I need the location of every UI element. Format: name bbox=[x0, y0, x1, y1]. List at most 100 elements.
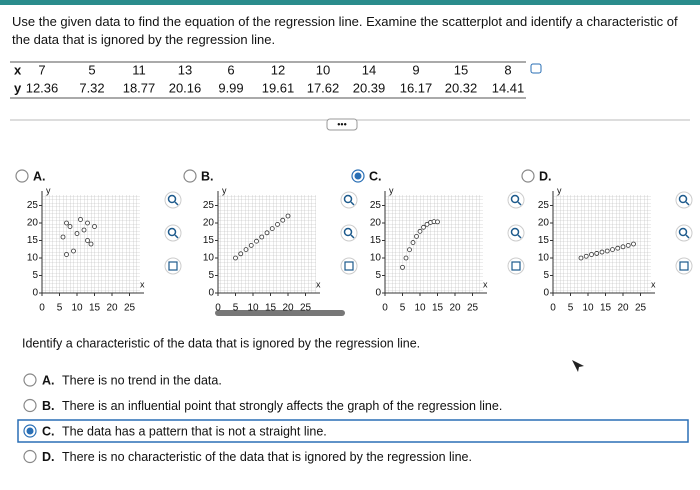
data-point bbox=[92, 224, 97, 229]
table-cell: 7.32 bbox=[79, 80, 104, 95]
y-axis-label: y bbox=[389, 185, 394, 195]
zoom-lens bbox=[678, 227, 688, 237]
scrollbar[interactable] bbox=[215, 310, 345, 316]
data-point bbox=[599, 249, 605, 255]
y-tick-label: 0 bbox=[208, 288, 214, 299]
x-axis-label: x bbox=[316, 279, 321, 289]
answer-letter[interactable]: D. bbox=[42, 450, 55, 464]
expand-dots: ••• bbox=[337, 119, 346, 129]
table-cell: 16.17 bbox=[400, 80, 433, 95]
data-point bbox=[631, 241, 636, 247]
x-tick-label: 10 bbox=[582, 303, 594, 314]
table-cell: 15 bbox=[454, 62, 468, 77]
plot-grid bbox=[385, 195, 483, 293]
answer-text[interactable]: There is no trend in the data. bbox=[62, 373, 222, 387]
zoom-handle bbox=[174, 234, 179, 239]
answer-letter[interactable]: A. bbox=[42, 373, 55, 387]
x-tick-label: 15 bbox=[600, 303, 612, 314]
radio-button[interactable] bbox=[23, 398, 37, 413]
data-point bbox=[85, 238, 90, 243]
data-point bbox=[233, 255, 238, 261]
option-letter: A. bbox=[33, 169, 46, 183]
open-icon[interactable] bbox=[507, 257, 525, 275]
data-point bbox=[67, 224, 73, 229]
radio-button[interactable] bbox=[183, 169, 197, 183]
table-cell: 17.62 bbox=[307, 80, 340, 95]
zoom-icon[interactable] bbox=[675, 191, 693, 209]
question2-text: Identify a characteristic of the data th… bbox=[22, 336, 420, 350]
expand-button[interactable] bbox=[326, 118, 358, 131]
open-icon[interactable] bbox=[164, 257, 182, 275]
x-tick-label: 20 bbox=[449, 303, 461, 314]
table-cell: 7 bbox=[38, 62, 45, 77]
option-letter: B. bbox=[201, 169, 214, 183]
copy-icon[interactable] bbox=[530, 63, 542, 74]
radio-button[interactable] bbox=[15, 169, 29, 183]
option-letter: C. bbox=[369, 169, 382, 183]
y-tick-label: 25 bbox=[370, 200, 382, 211]
data-point bbox=[64, 220, 69, 226]
table-cell: 5 bbox=[88, 62, 95, 77]
cursor bbox=[572, 360, 584, 372]
data-point bbox=[78, 217, 83, 222]
zoom-lens bbox=[510, 194, 520, 204]
data-point bbox=[243, 247, 249, 253]
x-tick-label: 25 bbox=[300, 303, 312, 314]
radio-button[interactable] bbox=[23, 373, 37, 387]
x-tick-label: 5 bbox=[568, 303, 574, 314]
zoom-icon[interactable] bbox=[340, 224, 358, 242]
x-tick-label: 5 bbox=[233, 303, 239, 314]
x-tick-label: 25 bbox=[124, 303, 136, 314]
selected-answer-box bbox=[17, 419, 689, 443]
data-point bbox=[280, 217, 286, 223]
data-point bbox=[81, 227, 87, 233]
open-icon[interactable] bbox=[340, 257, 358, 275]
x-tick-label: 0 bbox=[215, 303, 221, 314]
zoom-icon[interactable] bbox=[675, 224, 693, 242]
answer-letter[interactable]: C. bbox=[42, 424, 55, 438]
data-point bbox=[421, 224, 426, 230]
zoom-icon[interactable] bbox=[164, 191, 182, 209]
answer-text[interactable]: There is no characteristic of the data t… bbox=[62, 450, 472, 464]
answer-letter[interactable]: B. bbox=[42, 399, 55, 413]
data-point bbox=[285, 213, 291, 219]
zoom-handle bbox=[517, 234, 522, 239]
table-cell: 6 bbox=[227, 62, 234, 77]
zoom-icon[interactable] bbox=[507, 191, 525, 209]
data-point bbox=[74, 231, 80, 236]
open-box bbox=[344, 261, 354, 271]
data-point bbox=[414, 234, 419, 239]
zoom-lens bbox=[678, 194, 688, 204]
answer-text[interactable]: The data has a pattern that is not a str… bbox=[62, 424, 327, 438]
x-tick-label: 0 bbox=[550, 303, 556, 314]
x-tick-label: 20 bbox=[282, 303, 294, 314]
radio-button[interactable] bbox=[23, 449, 37, 464]
y-tick-label: 10 bbox=[370, 253, 382, 264]
radio-dot bbox=[354, 172, 362, 180]
x-tick-label: 5 bbox=[400, 303, 406, 314]
zoom-icon[interactable] bbox=[507, 224, 525, 242]
open-icon[interactable] bbox=[675, 257, 693, 275]
data-point bbox=[407, 247, 412, 253]
table-cell: 20.39 bbox=[353, 80, 386, 95]
table-cell: 18.77 bbox=[123, 80, 156, 95]
data-point bbox=[85, 220, 90, 226]
y-tick-label: 0 bbox=[543, 288, 549, 299]
data-point bbox=[238, 251, 244, 257]
data-point bbox=[60, 234, 66, 240]
data-point bbox=[625, 242, 631, 248]
zoom-lens bbox=[167, 227, 177, 237]
top-bar bbox=[0, 0, 700, 5]
plot-grid bbox=[218, 195, 316, 293]
data-point bbox=[620, 244, 626, 250]
radio-button[interactable] bbox=[521, 169, 535, 183]
zoom-icon[interactable] bbox=[340, 191, 358, 209]
zoom-icon[interactable] bbox=[164, 224, 182, 242]
data-point bbox=[64, 252, 69, 257]
table-cell: 9 bbox=[412, 62, 419, 77]
question-text: Use the given data to find the equation … bbox=[12, 14, 678, 47]
answer-text[interactable]: There is an influential point that stron… bbox=[62, 399, 502, 413]
y-tick-label: 25 bbox=[27, 200, 39, 211]
